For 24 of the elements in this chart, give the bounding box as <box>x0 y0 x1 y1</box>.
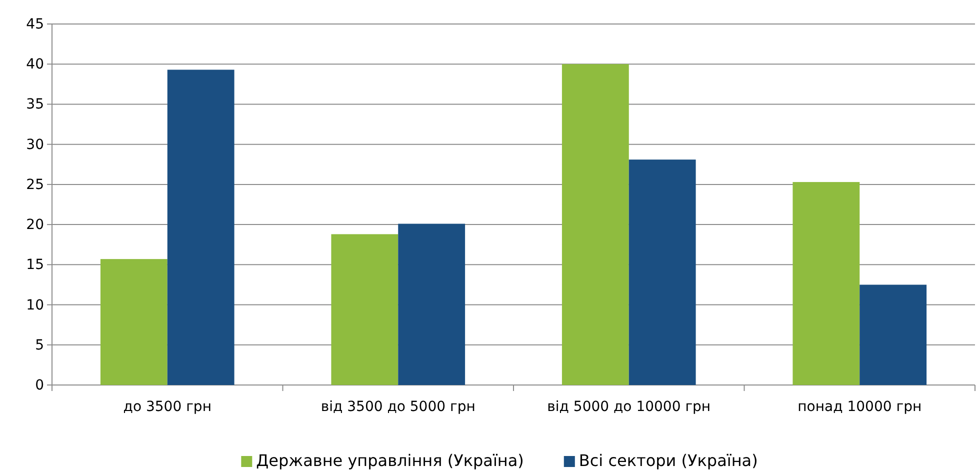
legend-label: Всі сектори (Україна) <box>578 451 758 470</box>
y-tick-label: 5 <box>35 337 44 354</box>
bar <box>167 70 234 385</box>
y-tick-label: 10 <box>26 297 44 314</box>
y-tick-label: 40 <box>26 56 44 73</box>
x-tick-label: до 3500 грн <box>123 398 212 415</box>
x-tick-label: понад 10000 грн <box>798 398 922 415</box>
y-tick-label: 0 <box>35 377 44 394</box>
y-tick-label: 35 <box>26 96 44 113</box>
y-tick-label: 25 <box>26 176 44 193</box>
legend-label: Державне управління (Україна) <box>256 451 524 470</box>
y-tick-label: 20 <box>26 217 44 234</box>
bar <box>100 259 168 385</box>
x-tick-label: від 3500 до 5000 грн <box>320 398 476 415</box>
bar <box>331 234 398 385</box>
bar <box>792 182 860 385</box>
x-tick-label: від 5000 до 10000 грн <box>547 398 711 415</box>
bar <box>628 160 696 385</box>
y-tick-label: 45 <box>26 16 44 32</box>
y-tick-label: 30 <box>26 136 44 153</box>
bar <box>860 284 927 385</box>
bar <box>562 64 629 385</box>
y-tick-label: 15 <box>26 257 44 274</box>
bar <box>398 224 466 385</box>
